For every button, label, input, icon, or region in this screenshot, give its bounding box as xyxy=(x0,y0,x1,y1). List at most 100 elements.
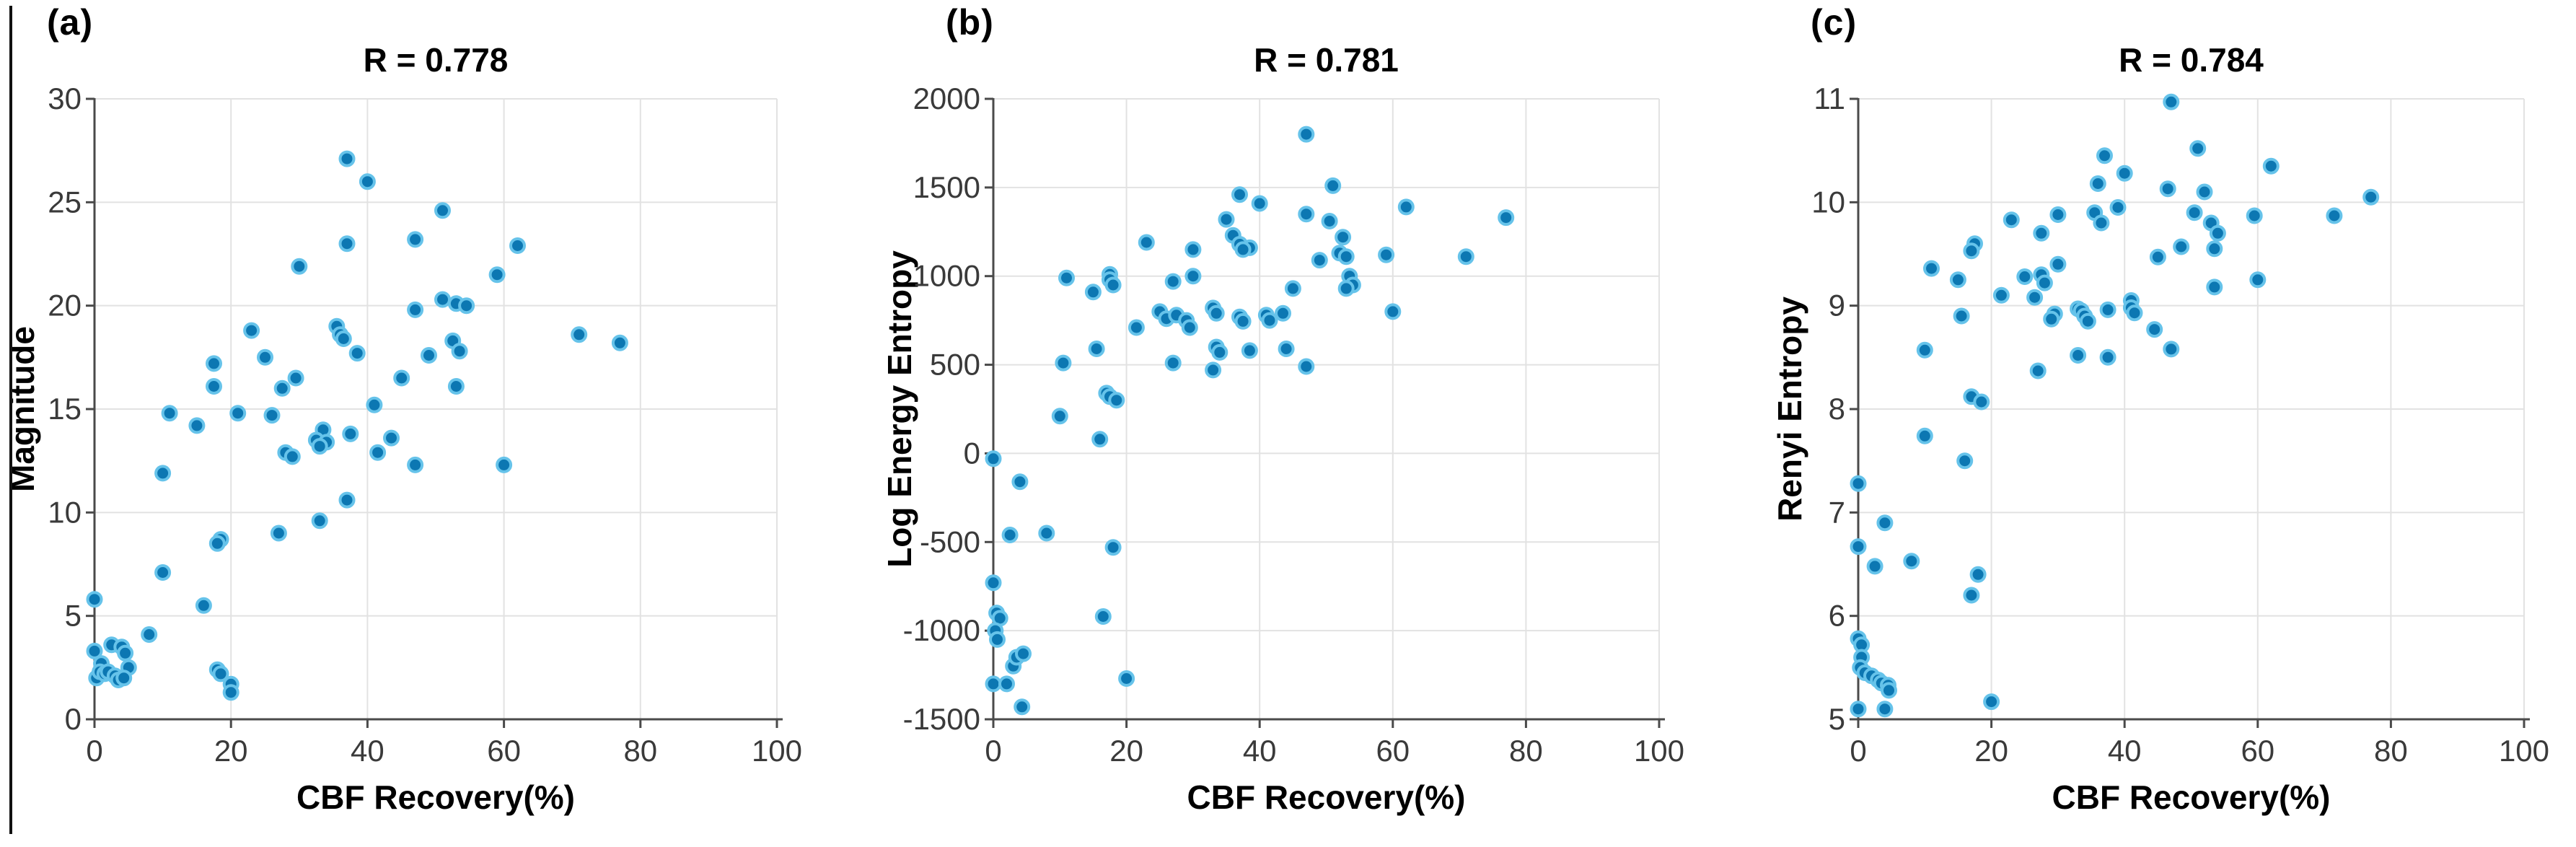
panel-a: (a) R = 0.778 Magnitude CBF Recovery(%) … xyxy=(0,0,858,847)
data-point xyxy=(2016,268,2034,285)
data-point xyxy=(407,231,424,248)
data-point xyxy=(2163,341,2180,358)
data-point xyxy=(141,626,158,643)
data-point xyxy=(1251,195,1268,212)
x-tick-label: 20 xyxy=(1974,734,2008,768)
data-point xyxy=(1231,186,1248,203)
data-point xyxy=(1498,209,1515,227)
data-point xyxy=(1181,319,1198,336)
y-tick-label: -1000 xyxy=(903,613,980,647)
x-tick-label: 0 xyxy=(86,734,102,768)
data-point xyxy=(1234,241,1252,258)
data-point xyxy=(161,405,178,422)
data-point xyxy=(2109,199,2127,216)
x-tick-label: 100 xyxy=(1634,734,1684,768)
data-point xyxy=(1298,126,1315,143)
data-point xyxy=(2186,204,2203,221)
data-point xyxy=(2026,289,2044,306)
data-point xyxy=(1208,304,1225,322)
data-point xyxy=(1963,587,1980,604)
data-point xyxy=(2262,157,2280,175)
data-point xyxy=(311,438,328,455)
data-point xyxy=(2089,175,2106,192)
data-point xyxy=(1104,539,1122,556)
x-tick-label: 60 xyxy=(2241,734,2274,768)
x-tick-label: 0 xyxy=(1850,734,1866,768)
y-tick-label: 5 xyxy=(65,599,82,633)
data-point xyxy=(1211,343,1228,361)
data-point xyxy=(2189,140,2207,157)
data-point xyxy=(2070,347,2087,364)
data-point xyxy=(208,535,226,552)
data-point xyxy=(1261,312,1278,329)
data-point xyxy=(291,258,308,275)
data-point xyxy=(1038,525,1055,542)
data-point xyxy=(1278,341,1295,357)
data-point xyxy=(488,266,506,284)
data-point xyxy=(447,378,465,395)
data-point xyxy=(1384,303,1402,320)
data-point xyxy=(1876,514,1894,532)
y-tick-label: 1000 xyxy=(913,259,980,293)
data-point xyxy=(287,369,304,387)
data-point xyxy=(115,670,133,687)
data-point xyxy=(222,684,239,701)
data-point xyxy=(985,450,1002,468)
data-point xyxy=(611,334,628,351)
x-tick-label: 20 xyxy=(1109,734,1143,768)
y-tick-label: 10 xyxy=(1811,185,1845,219)
data-point xyxy=(1963,242,1980,260)
data-point xyxy=(212,665,229,683)
data-point xyxy=(188,417,206,434)
x-tick-label: 60 xyxy=(487,734,521,768)
data-point xyxy=(2326,207,2343,224)
data-point xyxy=(2003,211,2020,229)
y-tick-label: 7 xyxy=(1829,495,1845,529)
data-point xyxy=(1850,475,1867,492)
data-point xyxy=(1284,280,1301,297)
data-point xyxy=(2173,238,2190,255)
data-point xyxy=(1311,252,1328,269)
y-tick-label: -500 xyxy=(920,525,980,558)
data-point xyxy=(1876,701,1894,718)
data-point xyxy=(2126,304,2143,322)
data-point xyxy=(2116,164,2133,182)
data-point xyxy=(348,345,366,362)
data-point xyxy=(407,456,424,473)
data-point xyxy=(421,347,437,364)
left-border-rule xyxy=(9,6,12,834)
data-point xyxy=(1127,319,1145,336)
data-point xyxy=(1104,276,1122,294)
data-point xyxy=(1337,280,1355,297)
data-point xyxy=(1916,341,1933,359)
data-point xyxy=(1014,698,1031,716)
data-point xyxy=(1903,553,1920,570)
data-point xyxy=(2099,348,2116,366)
panel-label-b: (b) xyxy=(946,2,994,43)
x-tick-label: 80 xyxy=(2374,734,2408,768)
data-point xyxy=(1949,271,1966,289)
y-tick-label: 11 xyxy=(1814,82,1845,115)
data-point xyxy=(2049,206,2067,223)
data-point xyxy=(1324,177,1342,194)
data-point xyxy=(1138,234,1155,251)
y-tick-label: 500 xyxy=(930,348,980,382)
data-point xyxy=(154,465,172,482)
data-point xyxy=(1956,452,1974,470)
x-axis-label-c: CBF Recovery(%) xyxy=(2052,778,2331,816)
data-point xyxy=(2163,93,2180,110)
scatter-plot-b: 0 20 40 60 80 100 -1500 -1000 -500 0 500 1000 1500 20… xyxy=(903,82,1684,768)
x-tick-label: 100 xyxy=(2499,734,2549,768)
chart-title-c: R = 0.784 xyxy=(2119,41,2264,79)
data-point xyxy=(998,675,1015,693)
data-point xyxy=(496,456,513,473)
scatter-plot-a: 0 20 40 60 80 100 0 5 10 15 20 25 30 xyxy=(48,82,802,768)
data-point xyxy=(1457,248,1474,265)
data-point xyxy=(1881,682,1897,699)
data-point xyxy=(2099,301,2116,318)
data-point xyxy=(154,564,172,581)
y-tick-label: 6 xyxy=(1829,599,1845,633)
data-point xyxy=(338,235,356,253)
data-point xyxy=(2362,188,2380,206)
